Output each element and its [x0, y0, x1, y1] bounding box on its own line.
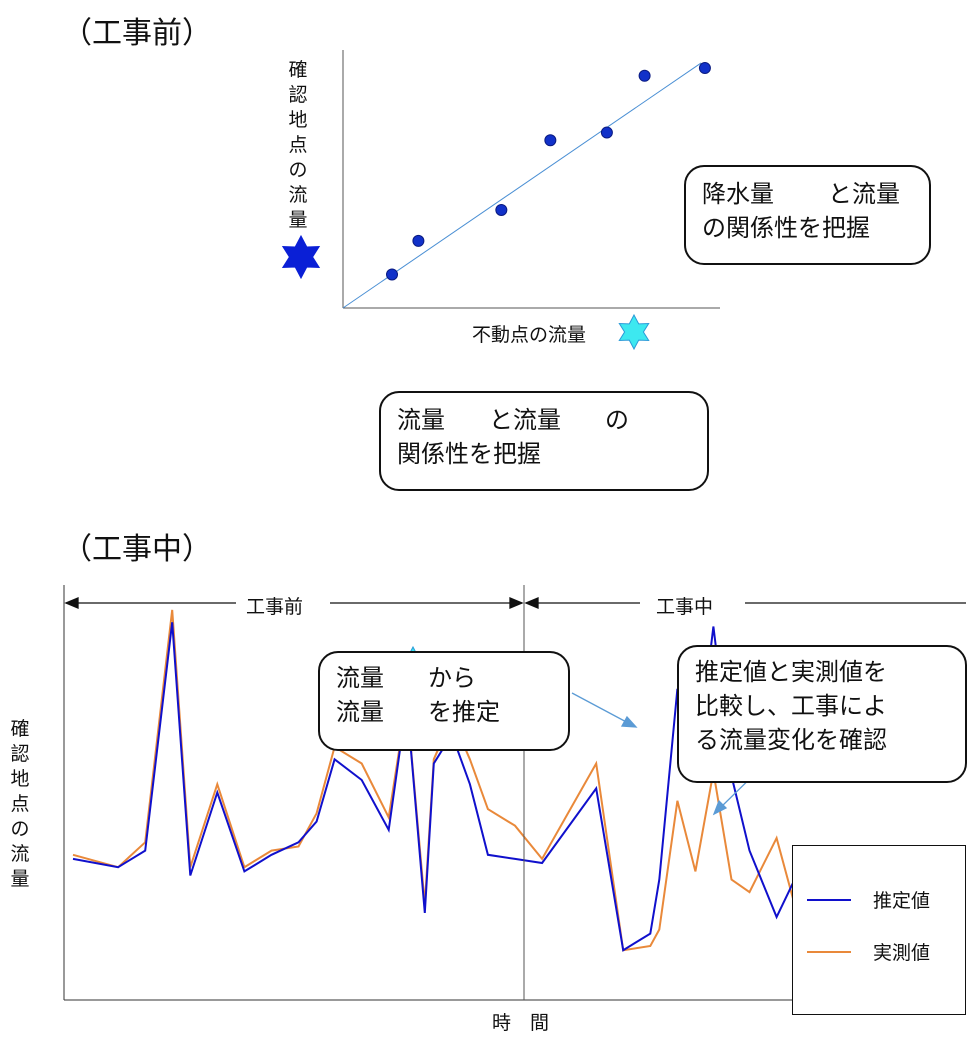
during-y-axis-label: 確認地点の流量 — [10, 718, 30, 890]
fixed-flow-star-icon — [618, 313, 650, 351]
before-x-axis-label: 不動点の流量 — [472, 324, 587, 346]
period-before-arrow — [64, 597, 524, 609]
before-section-title: （工事前） — [62, 16, 212, 51]
legend-swatch-estimate — [807, 898, 851, 901]
scatter-point — [638, 69, 651, 82]
scatter-point — [600, 126, 613, 139]
legend-swatch-measured — [807, 950, 851, 953]
scatter-point — [698, 62, 711, 75]
before-scatter-chart — [342, 50, 720, 309]
scatter-point — [386, 268, 399, 281]
scatter-point — [412, 234, 425, 247]
trend-line — [342, 62, 702, 309]
period-during-label: 工事中 — [656, 596, 714, 618]
rainfall-relation-callout: 降水量 と流量 の関係性を把握 — [684, 165, 931, 265]
legend: 推定値 実測値 — [792, 845, 966, 1015]
scatter-point — [495, 203, 508, 216]
during-section-title: （工事中） — [62, 532, 212, 567]
period-before-label: 工事前 — [246, 596, 304, 618]
before-y-axis-label: 確認地点の流量 — [288, 59, 308, 231]
period-during-arrow — [524, 597, 966, 609]
legend-label-estimate: 推定値 — [873, 890, 931, 912]
legend-item-estimate: 推定値 — [807, 886, 930, 913]
compare-callout: 推定値と実測値を 比較し、工事によ る流量変化を確認 — [677, 645, 967, 783]
estimate-callout: 流量 から 流量 を推定 — [318, 651, 570, 751]
flow-relation-callout: 流量 と流量の 関係性を把握 — [379, 391, 709, 491]
scatter-point — [544, 134, 557, 147]
during-x-axis-label: 時 間 — [492, 1012, 550, 1034]
legend-label-measured: 実測値 — [873, 942, 931, 964]
legend-item-measured: 実測値 — [807, 938, 930, 965]
site-flow-star-icon — [281, 234, 321, 280]
